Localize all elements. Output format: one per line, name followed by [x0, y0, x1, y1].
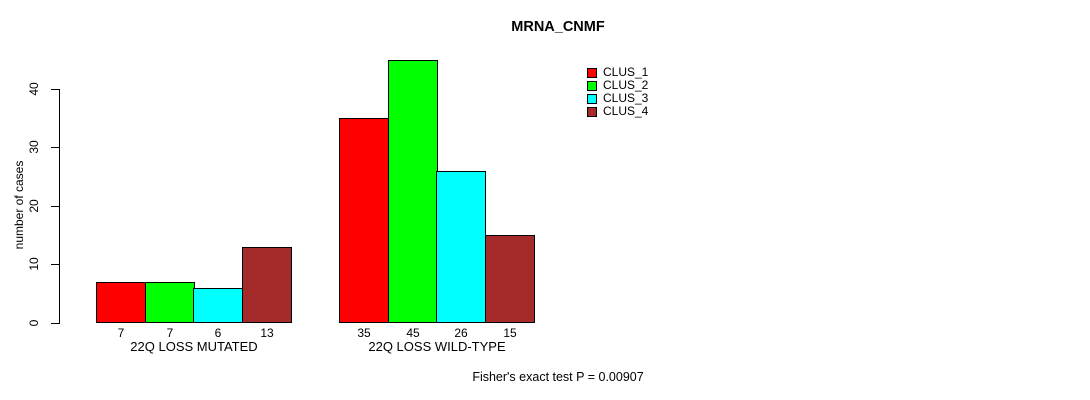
y-axis-tick	[51, 264, 59, 265]
chart-title: MRNA_CNMF	[511, 19, 605, 35]
bar-clus_2	[145, 282, 195, 323]
legend-swatch-clus_4	[587, 106, 597, 117]
y-axis-tick-label: 40	[27, 82, 41, 96]
bar-clus_1	[339, 118, 389, 323]
bar-clus_3	[193, 288, 243, 323]
bar-value-label: 35	[357, 326, 371, 340]
legend-swatch-clus_1	[587, 67, 597, 78]
y-axis-tick	[51, 89, 59, 90]
y-axis-line	[59, 89, 60, 324]
legend-label: CLUS_2	[603, 78, 649, 92]
legend-item: CLUS_1	[587, 66, 648, 79]
bar-value-label: 15	[503, 326, 517, 340]
bar-value-label: 13	[260, 326, 274, 340]
legend-item: CLUS_4	[587, 105, 648, 118]
bar-value-label: 7	[166, 326, 174, 340]
legend-label: CLUS_4	[603, 104, 649, 118]
legend-swatch-clus_3	[587, 93, 597, 104]
y-axis-tick	[51, 206, 59, 207]
y-axis-tick-label: 30	[27, 140, 41, 154]
fisher-annotation: Fisher's exact test P = 0.00907	[472, 370, 644, 384]
y-axis-tick-label: 20	[27, 199, 41, 213]
bar-clus_2	[388, 60, 438, 323]
bar-clus_4	[485, 235, 535, 323]
bar-clus_3	[436, 171, 486, 323]
bar-value-label: 26	[454, 326, 468, 340]
y-axis-tick-label: 10	[27, 257, 41, 271]
bar-value-label: 45	[406, 326, 420, 340]
group-label: 22Q LOSS MUTATED	[130, 339, 258, 354]
y-axis-tick	[51, 147, 59, 148]
y-axis-tick	[51, 323, 59, 324]
bar-value-label: 6	[214, 326, 222, 340]
legend: CLUS_1 CLUS_2 CLUS_3 CLUS_4	[587, 66, 648, 118]
bar-clus_1	[96, 282, 146, 323]
legend-item: CLUS_3	[587, 92, 648, 105]
bar-value-label: 7	[117, 326, 125, 340]
legend-swatch-clus_2	[587, 80, 597, 91]
bar-clus_4	[242, 247, 292, 323]
group-label: 22Q LOSS WILD-TYPE	[368, 339, 506, 354]
legend-label: CLUS_1	[603, 65, 649, 79]
legend-item: CLUS_2	[587, 79, 648, 92]
y-axis-label: number of cases	[12, 160, 26, 250]
legend-label: CLUS_3	[603, 91, 649, 105]
y-axis-tick-label: 0	[27, 319, 41, 327]
